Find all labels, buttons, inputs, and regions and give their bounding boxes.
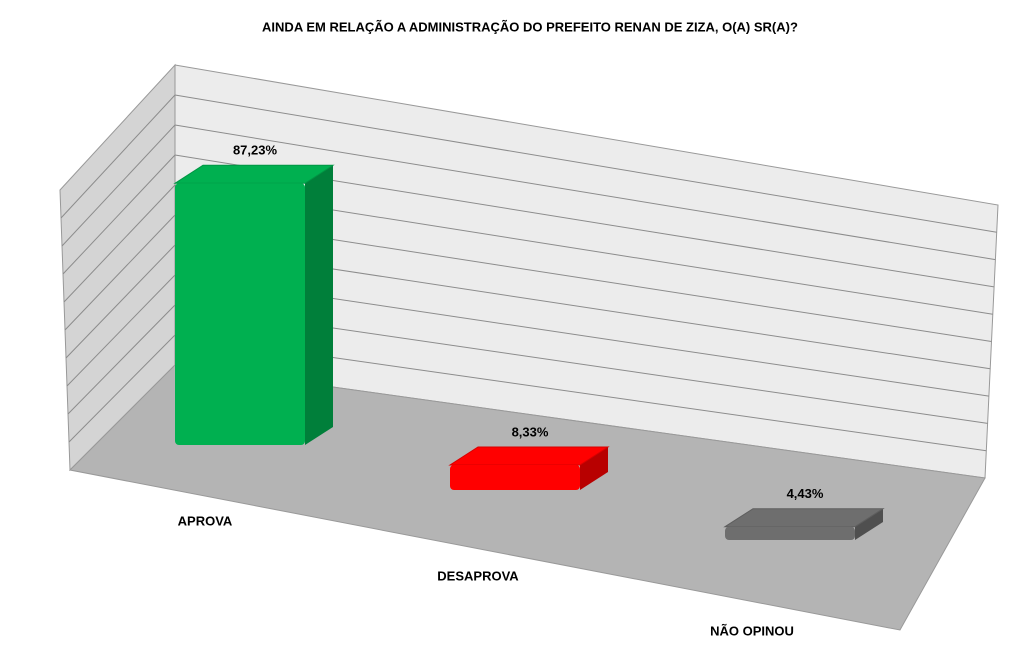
chart-title: AINDA EM RELAÇÃO A ADMINISTRAÇÃO DO PREF… <box>262 19 798 34</box>
bars: 87,23% APROVA 8,33% DESAPROVA 4,43% NÃO OPINO… <box>173 143 885 638</box>
bar-top <box>173 164 335 184</box>
side-line <box>67 304 176 415</box>
side-line <box>65 244 176 359</box>
bar <box>175 183 305 445</box>
bar <box>725 526 855 540</box>
wall-line <box>174 94 997 233</box>
bar-side <box>305 165 333 445</box>
bar-top <box>448 446 610 466</box>
value-label: 87,23% <box>233 143 278 158</box>
side-line <box>63 184 176 303</box>
bar-top <box>723 508 885 528</box>
value-label: 8,33% <box>512 424 549 439</box>
wall-line <box>174 124 996 261</box>
side-line <box>61 124 176 247</box>
bar <box>450 465 580 490</box>
side-line <box>64 214 176 331</box>
category-label: APROVA <box>178 513 233 528</box>
category-label: NÃO OPINOU <box>710 623 794 638</box>
side-line <box>62 154 176 275</box>
category-label: DESAPROVA <box>437 568 519 583</box>
side-line <box>68 334 176 443</box>
side-line <box>60 94 176 219</box>
bar-side <box>855 508 883 540</box>
bar-side <box>580 447 608 490</box>
value-label: 4,43% <box>787 486 824 501</box>
side-line <box>66 274 176 387</box>
